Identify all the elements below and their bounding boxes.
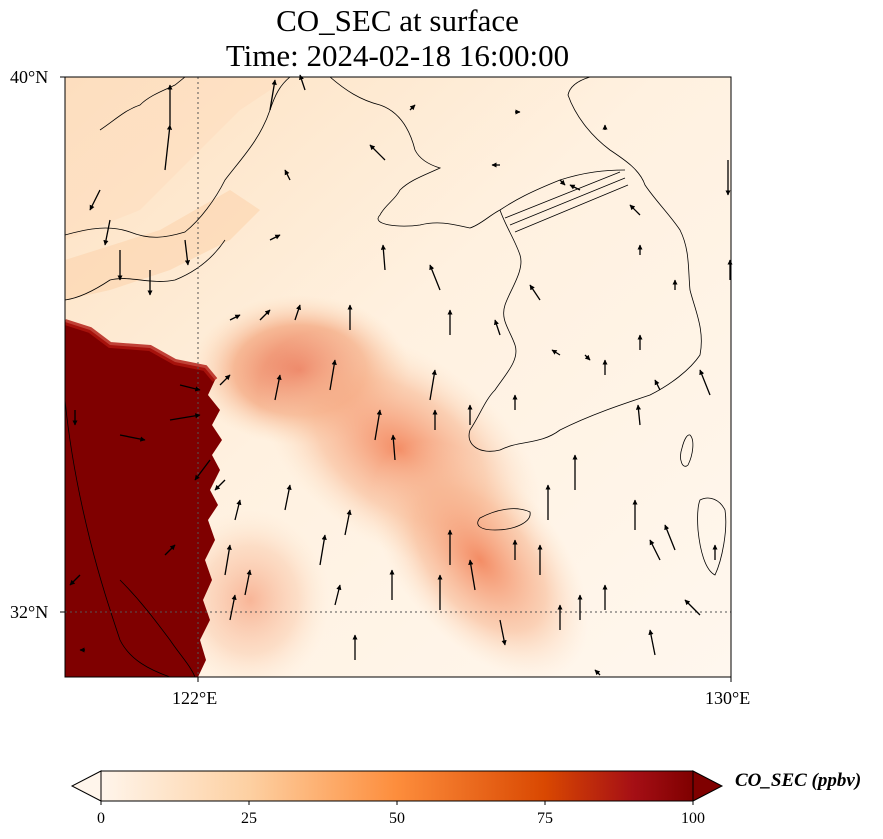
wind-arrow bbox=[69, 574, 81, 586]
wind-arrow bbox=[649, 539, 661, 561]
wind-arrow bbox=[214, 479, 226, 491]
wind-arrow bbox=[380, 244, 386, 271]
wind-arrow bbox=[229, 594, 237, 621]
colorbar-label: CO_SEC (ppbv) bbox=[735, 770, 862, 791]
wind-arrow bbox=[369, 144, 386, 161]
jeju-island bbox=[477, 508, 531, 531]
colorbar-tick-100: 100 bbox=[681, 810, 705, 827]
wind-arrow bbox=[294, 304, 301, 321]
wind-arrow bbox=[274, 374, 282, 401]
wind-arrow bbox=[219, 374, 231, 386]
colorbar-tick-75: 75 bbox=[537, 810, 553, 827]
wind-arrow bbox=[594, 669, 601, 676]
colorbar-gradient bbox=[101, 771, 693, 801]
wind-arrow bbox=[329, 359, 337, 391]
wind-arrow bbox=[179, 384, 201, 392]
wind-arrow bbox=[229, 314, 241, 321]
wind-arrow bbox=[529, 284, 541, 301]
wind-arrow bbox=[374, 409, 382, 441]
wind-arrow bbox=[409, 104, 416, 111]
wind-arrow bbox=[119, 434, 146, 442]
lat-label-40n: 40°N bbox=[10, 67, 49, 87]
field-plume-south bbox=[371, 441, 589, 677]
colorbar-extend-min bbox=[70, 770, 102, 802]
field-band-north bbox=[65, 77, 290, 240]
wind-arrow bbox=[569, 184, 581, 191]
wind-arrow bbox=[103, 219, 111, 246]
wind-arrow bbox=[194, 459, 211, 481]
wind-arrow bbox=[259, 309, 271, 321]
colorbar-tick-25: 25 bbox=[241, 810, 257, 827]
wind-arrow bbox=[635, 404, 642, 426]
wind-arrow bbox=[699, 369, 711, 396]
wind-arrow bbox=[551, 349, 561, 356]
map-subtitle-time: Time: 2024-02-18 16:00:00 bbox=[225, 38, 570, 73]
coastline bbox=[65, 77, 727, 677]
wind-arrow bbox=[224, 544, 232, 576]
colorbar-tick-50: 50 bbox=[389, 810, 405, 827]
colorbar-extend-max bbox=[692, 770, 724, 802]
wind-arrow bbox=[164, 124, 173, 171]
wind-arrow bbox=[269, 234, 281, 241]
wind-arrow bbox=[648, 629, 656, 656]
wind-arrow bbox=[499, 619, 507, 646]
wind-arrow bbox=[429, 264, 441, 291]
wind-arrow bbox=[429, 369, 437, 401]
colorbar-tick-0: 0 bbox=[97, 810, 105, 827]
wind-arrow bbox=[284, 169, 291, 181]
wind-arrow bbox=[494, 319, 501, 336]
wind-arrow bbox=[164, 544, 176, 556]
wind-arrow bbox=[468, 559, 476, 591]
lon-label-122e: 122°E bbox=[172, 688, 218, 708]
wind-vectors bbox=[69, 74, 733, 676]
wind-arrow bbox=[244, 569, 252, 596]
map-title: CO_SEC at surface bbox=[276, 3, 519, 38]
wind-arrow bbox=[390, 434, 396, 461]
wind-arrow bbox=[319, 534, 327, 566]
wind-arrow bbox=[654, 379, 661, 391]
lon-label-130e: 130°E bbox=[705, 688, 751, 708]
wind-arrow bbox=[234, 499, 242, 521]
wind-arrow bbox=[684, 599, 701, 616]
wind-arrow bbox=[269, 79, 277, 111]
map-frame bbox=[64, 76, 732, 678]
wind-arrow bbox=[344, 509, 352, 536]
wind-arrow bbox=[584, 354, 591, 361]
wind-arrow bbox=[284, 484, 292, 511]
wind-arrow bbox=[559, 179, 566, 186]
wind-arrow bbox=[629, 204, 641, 216]
wind-arrow bbox=[169, 413, 201, 421]
wind-arrow bbox=[184, 239, 191, 266]
wind-arrow bbox=[89, 189, 101, 211]
wind-arrow bbox=[334, 584, 342, 606]
field-saturated-region bbox=[65, 322, 222, 677]
wind-arrow bbox=[664, 524, 676, 551]
lat-label-32n: 32°N bbox=[10, 602, 49, 622]
